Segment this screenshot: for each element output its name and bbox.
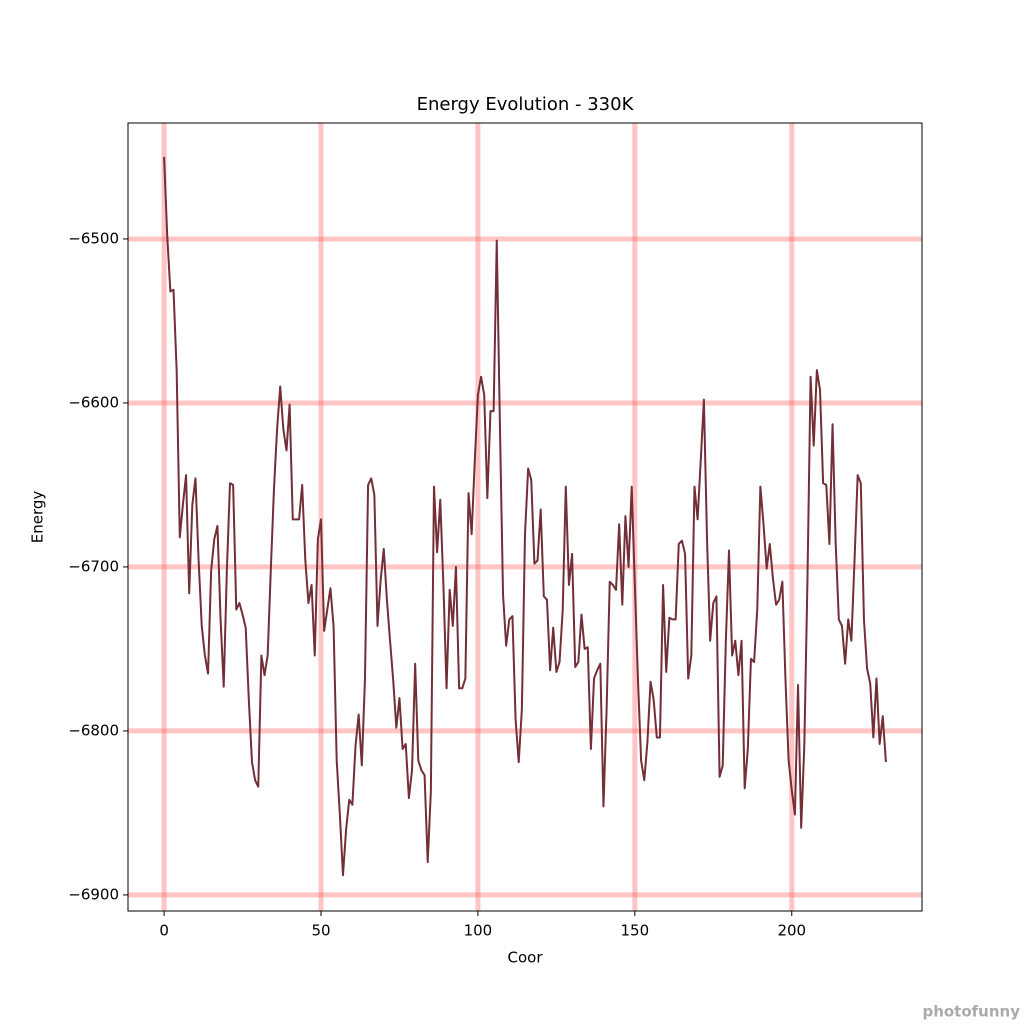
x-tick-label: 0 xyxy=(159,922,169,940)
y-tick-label: −6800 xyxy=(68,721,119,739)
x-axis-label: Coor xyxy=(508,949,544,967)
y-tick-label: −6600 xyxy=(68,393,119,411)
watermark: photofunny xyxy=(922,1003,1020,1021)
y-tick-label: −6900 xyxy=(68,885,119,903)
plot-frame xyxy=(127,122,923,912)
x-tick-label: 200 xyxy=(777,922,806,940)
data-line xyxy=(163,156,887,877)
y-axis-label: Energy xyxy=(29,491,47,544)
x-tick-label: 150 xyxy=(621,922,650,940)
y-tick-label: −6500 xyxy=(68,229,119,247)
x-tick-label: 50 xyxy=(311,922,330,940)
x-tick-label: 100 xyxy=(464,922,493,940)
y-tick-label: −6700 xyxy=(68,557,119,575)
chart-title: Energy Evolution - 330K xyxy=(417,94,635,115)
